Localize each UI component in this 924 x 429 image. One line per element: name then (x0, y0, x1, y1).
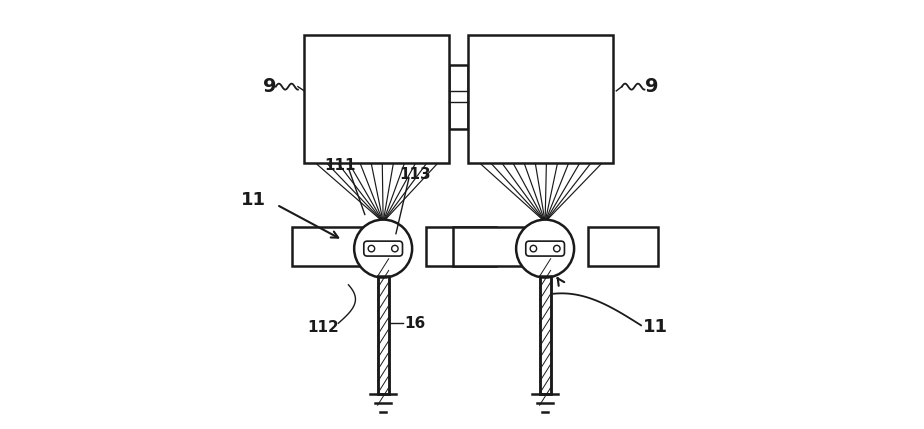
Circle shape (517, 220, 574, 278)
FancyBboxPatch shape (468, 36, 614, 163)
FancyBboxPatch shape (304, 36, 449, 163)
Text: 111: 111 (324, 158, 357, 173)
FancyBboxPatch shape (378, 276, 389, 393)
Text: 113: 113 (399, 166, 431, 181)
Circle shape (530, 245, 537, 252)
FancyBboxPatch shape (426, 227, 496, 266)
Circle shape (553, 245, 560, 252)
FancyBboxPatch shape (588, 227, 658, 266)
FancyBboxPatch shape (291, 227, 362, 266)
Text: 11: 11 (643, 318, 668, 336)
FancyBboxPatch shape (454, 227, 524, 266)
Circle shape (354, 220, 412, 278)
Circle shape (392, 245, 398, 252)
Circle shape (368, 245, 374, 252)
Text: 11: 11 (241, 190, 266, 208)
FancyBboxPatch shape (364, 241, 403, 256)
Text: 9: 9 (263, 77, 277, 96)
Text: 16: 16 (405, 316, 426, 331)
Text: 9: 9 (645, 77, 659, 96)
Text: 112: 112 (308, 320, 339, 335)
FancyBboxPatch shape (449, 65, 468, 129)
FancyBboxPatch shape (540, 276, 551, 393)
FancyBboxPatch shape (526, 241, 565, 256)
